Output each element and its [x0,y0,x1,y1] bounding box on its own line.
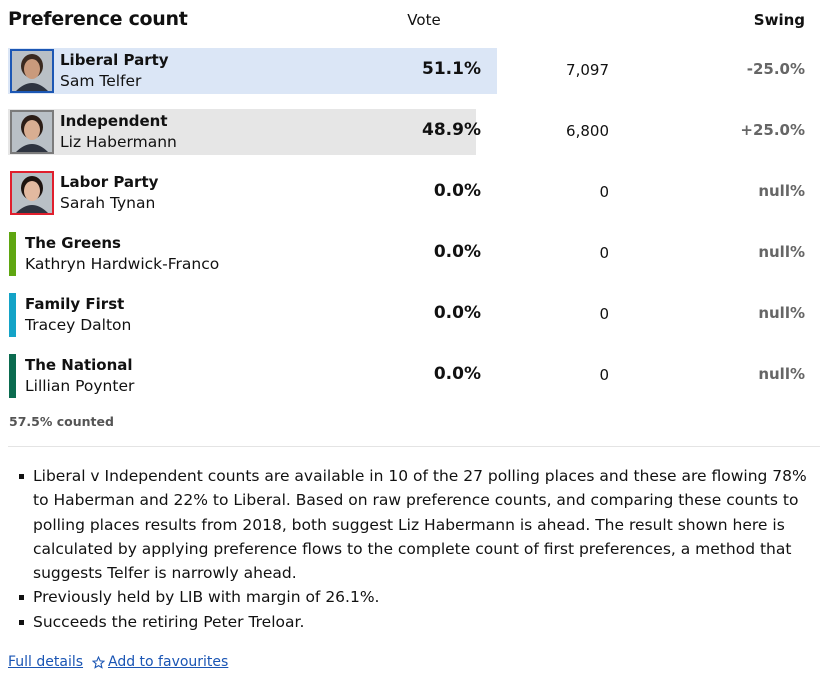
candidate-name: Sarah Tynan [60,194,156,212]
vote-count: 7,097 [566,61,609,79]
candidate-photo [10,171,54,215]
details-link[interactable]: Full details [8,654,84,670]
swing: null% [758,243,805,261]
party-color [9,354,16,398]
candidate-row: Liberal Party Sam Telfer 51.1% 7,097 -25.0% [0,48,828,94]
separator [8,446,820,447]
candidate-name: Lillian Poynter [25,377,135,395]
vote-percent: 0.0% [433,303,481,323]
swing: +25.0% [740,121,805,139]
swing: null% [758,365,805,383]
candidate-name: Kathryn Hardwick-Franco [25,255,220,273]
vote-percent: 51.1% [422,59,481,79]
avatar [12,112,52,152]
swing-header: Swing [753,11,805,29]
candidate-name: Liz Habermann [60,133,177,151]
candidate-row: Independent Liz Habermann 48.9% 6,800 +25.0% [0,109,828,155]
party-name: Labor Party [60,173,159,191]
avatar [12,173,52,213]
title: Preference count [8,8,188,30]
party-name: The National [25,356,133,374]
vote-bar [8,109,476,155]
vote-count: 6,800 [566,122,609,140]
vote-header: Vote [407,11,441,29]
vote-percent: 0.0% [433,181,481,201]
candidate-row: Family First Tracey Dalton 0.0% 0 null% [0,292,828,338]
note: Previously held by LIB with margin of 26… [19,585,823,609]
candidate-name: Tracey Dalton [25,316,132,334]
vote-percent: 48.9% [422,120,481,140]
vote-count: 0 [599,244,609,262]
avatar [12,51,52,91]
vote-count: 0 [599,366,609,384]
party-color [9,293,16,337]
vote-bar [8,48,498,94]
party-name: Independent [60,112,168,130]
notes: Liberal v Independent counts are availab… [0,464,823,634]
counted: 57.5% counted [9,414,114,429]
swing: -25.0% [746,60,805,78]
swing: null% [758,182,805,200]
favourites-link[interactable]: Add to favourites [108,654,229,670]
star-icon[interactable] [92,656,105,669]
candidate-row: The Greens Kathryn Hardwick-Franco 0.0% 0 nu… [0,231,828,277]
party-name: Family First [25,295,125,313]
vote-percent: 0.0% [433,364,481,384]
candidate-photo [10,110,54,154]
swing: null% [758,304,805,322]
note: Succeeds the retiring Peter Treloar. [19,610,823,634]
party-name: Liberal Party [60,51,169,69]
vote-count: 0 [599,305,609,323]
party-name: The Greens [25,234,121,252]
candidate-row: Labor Party Sarah Tynan 0.0% 0 null% [0,170,828,216]
note: Liberal v Independent counts are availab… [19,464,823,585]
vote-percent: 0.0% [433,242,481,262]
candidate-row: The National Lillian Poynter 0.0% 0 null% [0,353,828,399]
candidate-photo [10,49,54,93]
candidate-name: Sam Telfer [60,72,142,90]
party-color [9,232,16,276]
vote-count: 0 [599,183,609,201]
